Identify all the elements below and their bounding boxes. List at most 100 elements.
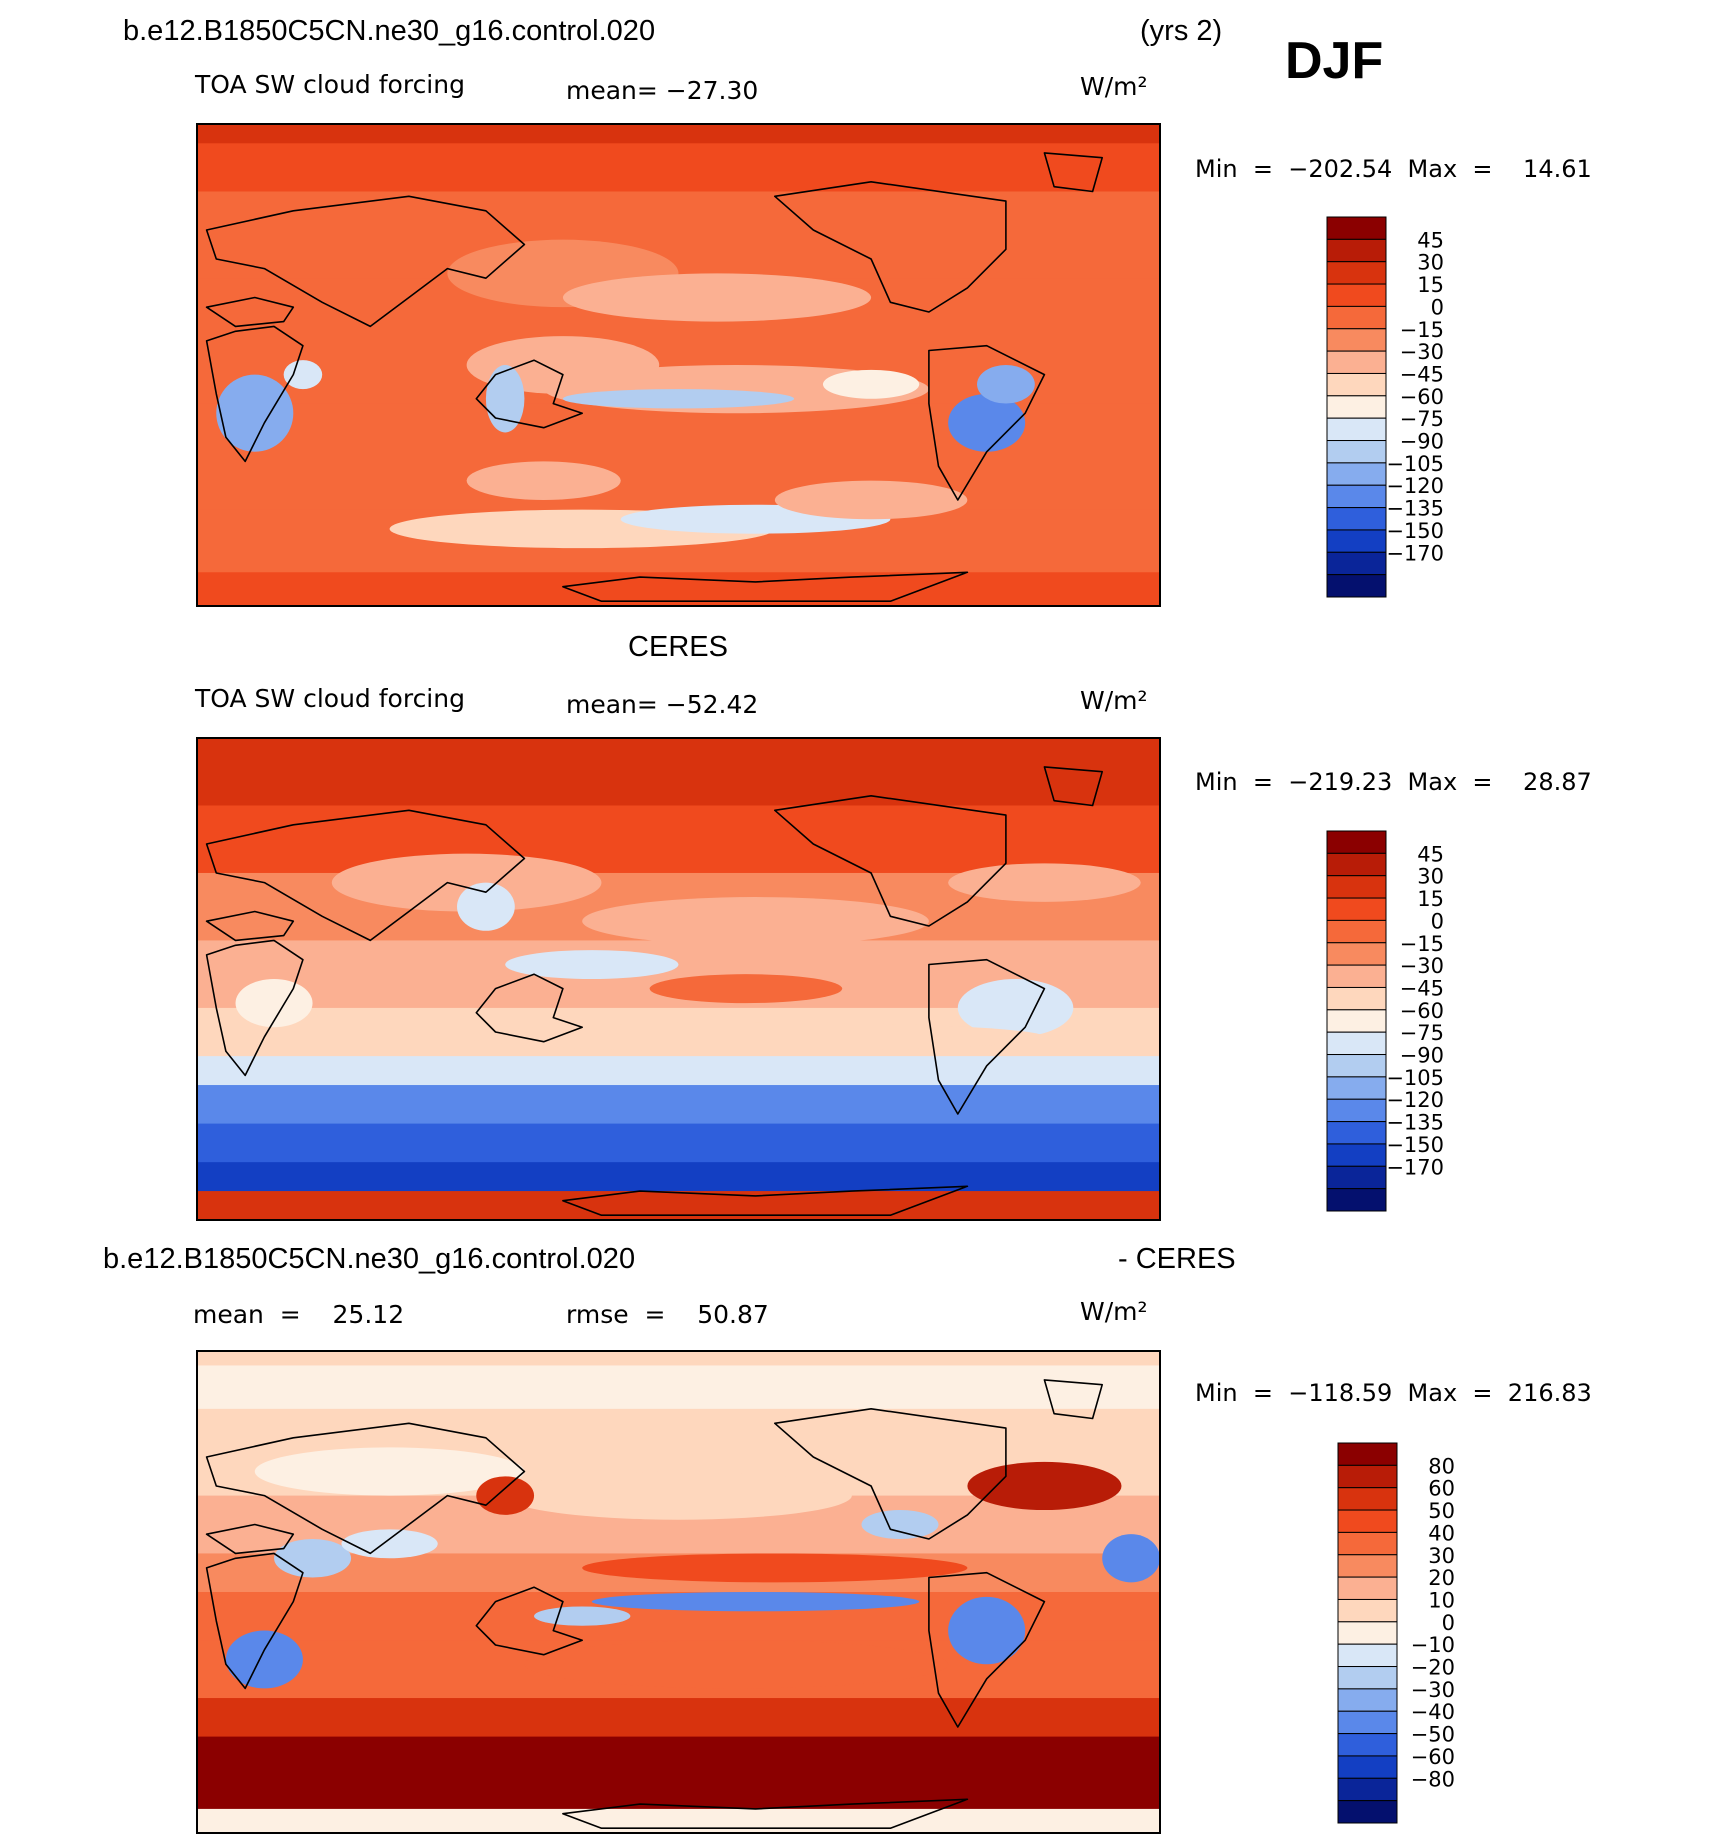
colorbar-tick-label: −135 (1386, 1111, 1444, 1135)
field-feature (822, 369, 920, 399)
colorbar-box (1326, 1165, 1387, 1190)
colorbar-tick-label: 15 (1417, 273, 1444, 297)
colorbar-tick-label: −75 (1400, 1021, 1444, 1045)
panel2-units-label: W/m² (1080, 686, 1148, 715)
colorbar-box (1326, 964, 1387, 988)
colorbar-tick-label: −60 (1411, 1745, 1455, 1769)
coastline (1043, 1379, 1103, 1420)
colorbar-box (1326, 875, 1387, 899)
zonal-band (197, 1365, 1160, 1410)
zonal-band (197, 191, 1160, 280)
field-feature (505, 950, 679, 979)
colorbar-tick-label: 40 (1428, 1521, 1455, 1545)
field-feature (466, 1022, 1045, 1052)
panel3-rmse-label: rmse = 50.87 (566, 1300, 769, 1329)
field-feature (331, 853, 602, 912)
zonal-band (197, 1162, 1160, 1193)
field-feature (341, 1529, 438, 1559)
field-feature (457, 882, 515, 931)
panel2-minmax-label: Min = −219.23 Max = 28.87 (1195, 768, 1592, 796)
coastline (205, 939, 304, 1077)
colorbar-tick-label: −80 (1411, 1767, 1455, 1791)
panel2-mean-label: mean= −52.42 (566, 690, 758, 719)
coastline (773, 794, 1007, 927)
panel1-mean-label: mean= −27.30 (566, 76, 758, 105)
zonal-band (197, 752, 1160, 807)
colorbar-box (1326, 942, 1387, 966)
colorbar-box (1326, 1143, 1387, 1167)
colorbar-tick-label: −30 (1400, 340, 1444, 364)
field-feature (524, 1640, 949, 1689)
field-feature (216, 374, 294, 452)
coastline (475, 1586, 584, 1656)
colorbar-tick-label: 60 (1428, 1477, 1455, 1501)
coastline (205, 1523, 295, 1555)
panel1-units-label: W/m² (1080, 72, 1148, 101)
field-feature (967, 1461, 1122, 1511)
coastline (205, 325, 304, 463)
colorbar-box (1337, 1509, 1398, 1533)
colorbar-tick-label: −120 (1386, 474, 1444, 498)
colorbar-box (1337, 1531, 1398, 1556)
field-feature (977, 365, 1035, 404)
zonal-band (197, 1085, 1160, 1125)
field-feature (948, 863, 1141, 902)
colorbar-tick-label: −75 (1400, 407, 1444, 431)
colorbar-box (1337, 1621, 1398, 1645)
coastline (928, 344, 1046, 501)
colorbar-tick-label: −90 (1400, 430, 1444, 454)
field-feature (485, 365, 525, 433)
coastline (773, 1408, 1007, 1540)
colorbar-box (1337, 1464, 1398, 1489)
zonal-band (197, 1794, 1160, 1810)
field-feature (861, 1510, 939, 1539)
colorbar-box (1337, 1576, 1398, 1600)
field-feature (948, 1596, 1026, 1665)
colorbar-box (1326, 372, 1387, 397)
field-feature (534, 1606, 631, 1626)
field-feature (957, 979, 1074, 1037)
colorbar-box (1326, 1076, 1387, 1100)
colorbar-box (1326, 830, 1387, 854)
field-feature (582, 1553, 968, 1583)
panel3-minmax-label: Min = −118.59 Max = 216.83 (1195, 1379, 1592, 1407)
colorbar-tick-label: −45 (1400, 976, 1444, 1000)
colorbar-box (1326, 1054, 1387, 1078)
coastline (205, 809, 526, 942)
colorbar-tick-label: −170 (1386, 1155, 1444, 1179)
zonal-band (197, 1698, 1160, 1738)
colorbar-tick-label: −30 (1400, 954, 1444, 978)
colorbar-box (1337, 1688, 1398, 1712)
coastline (1043, 152, 1103, 193)
colorbar-box (1326, 283, 1387, 307)
colorbar-tick-label: 45 (1417, 842, 1444, 866)
colorbar-box (1326, 529, 1387, 553)
coastline (562, 1798, 969, 1829)
panel1-map-frame (196, 123, 1161, 607)
colorbar-box (1337, 1733, 1398, 1757)
colorbar-tick-label: −150 (1386, 1133, 1444, 1157)
zonal-band (197, 1736, 1160, 1796)
colorbar-box (1326, 417, 1387, 442)
colorbar-tick-label: −15 (1400, 932, 1444, 956)
coastline (928, 958, 1046, 1115)
field-feature (562, 273, 872, 322)
panel3-mean-label: mean = 25.12 (193, 1300, 404, 1329)
zonal-band (197, 143, 1160, 193)
coastline (205, 195, 526, 328)
season-label: DJF (1285, 32, 1383, 90)
zonal-band (197, 1351, 1160, 1367)
coastline (1043, 766, 1103, 807)
field-feature (476, 1476, 535, 1515)
zonal-band (197, 1191, 1160, 1220)
field-feature (591, 1592, 920, 1612)
colorbar-box (1337, 1710, 1398, 1735)
coastline (562, 571, 969, 603)
colorbar-box (1337, 1554, 1398, 1578)
colorbar-tick-label: −30 (1411, 1678, 1455, 1702)
colorbar-tick-label: −45 (1400, 362, 1444, 386)
zonal-band (197, 1808, 1160, 1833)
colorbar-box (1326, 395, 1387, 419)
colorbar-box (1337, 1777, 1398, 1802)
